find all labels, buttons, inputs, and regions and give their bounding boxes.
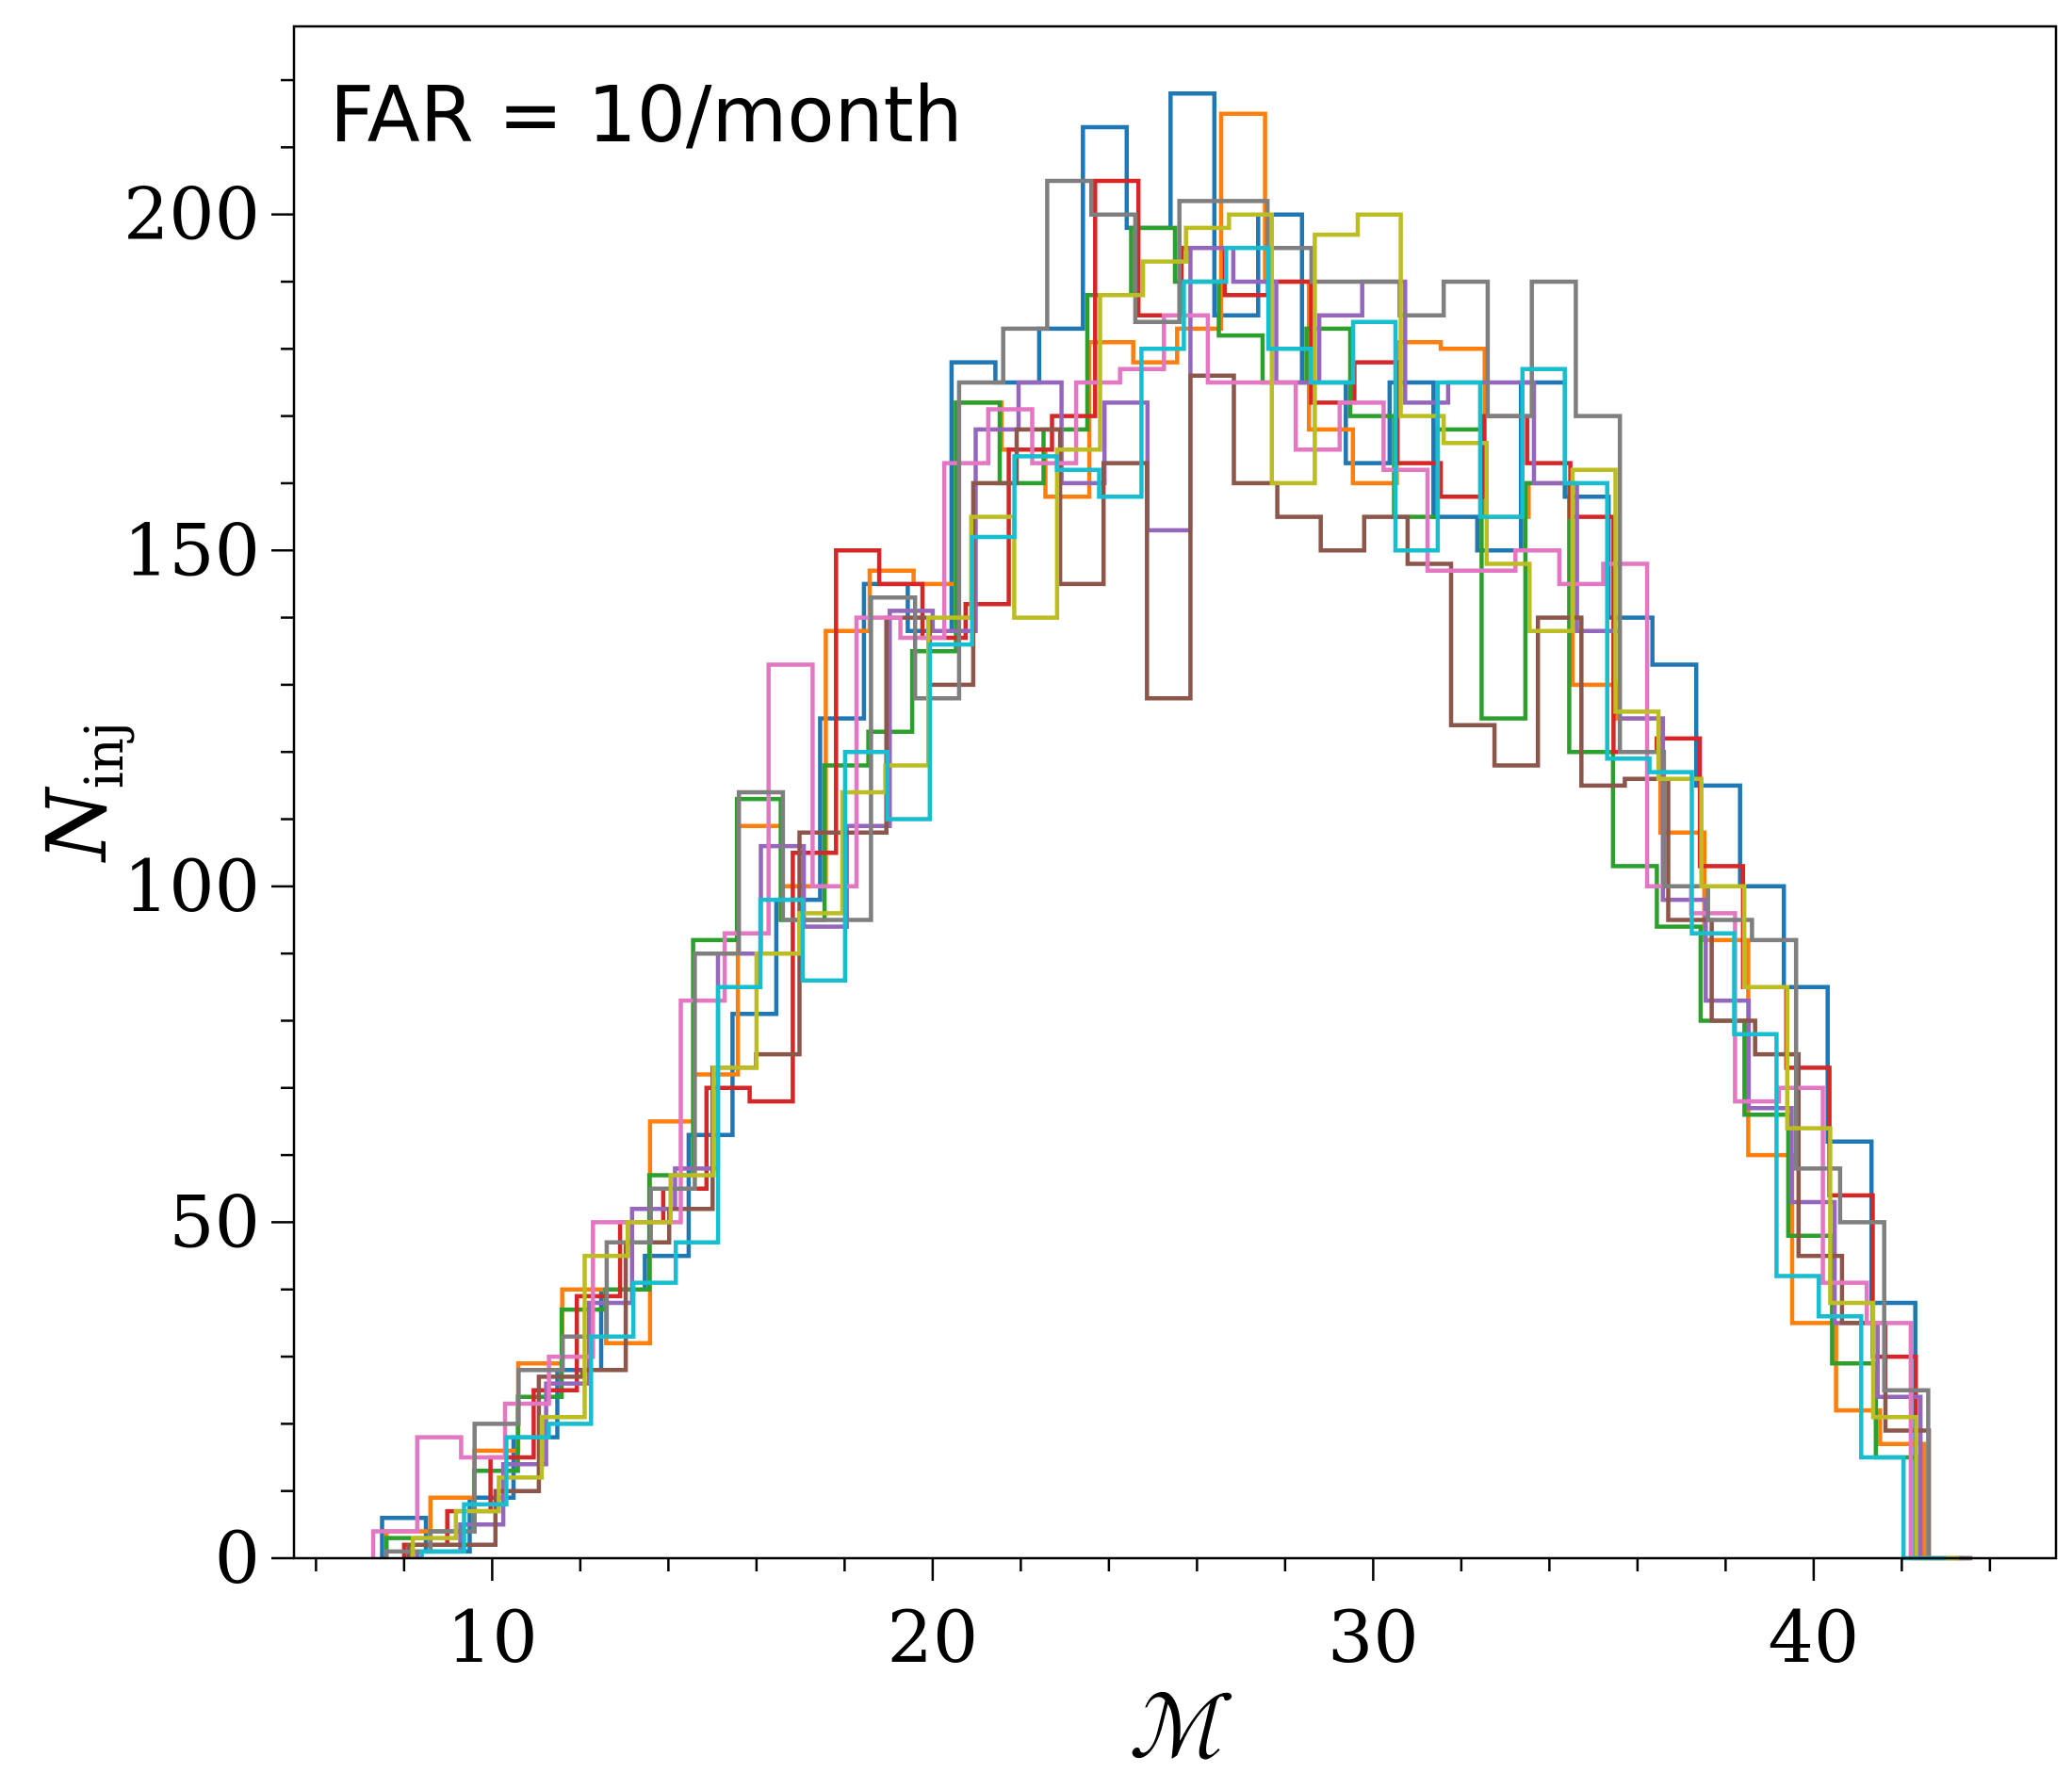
histogram-series-10: [419, 246, 1947, 1561]
series-layer: [370, 91, 1973, 1561]
ticks-layer: 10 20 30 40 0 50 100 150 200: [123, 78, 1992, 1679]
histogram-series-3: [383, 225, 1964, 1561]
far-annotation: FAR = 10/month: [330, 71, 963, 160]
y-tick-label: 100: [123, 844, 260, 928]
y-axis-label-subscript: inj: [74, 722, 136, 789]
x-axis-label: ℳ: [1129, 1677, 1232, 1778]
histogram-series-2: [383, 111, 1968, 1561]
y-tick-label: 200: [123, 172, 260, 256]
x-tick-label: 10: [447, 1595, 538, 1679]
y-tick-label: 0: [215, 1516, 260, 1600]
histogram-series-9: [410, 212, 1960, 1561]
plot-frame: [292, 24, 2058, 1560]
x-tick-label: 40: [1769, 1595, 1860, 1679]
y-tick-label: 50: [169, 1179, 260, 1263]
y-tick-label: 150: [123, 508, 260, 592]
y-axis-label-main: N: [28, 786, 125, 863]
x-tick-label: 20: [888, 1595, 979, 1679]
x-tick-label: 30: [1328, 1595, 1419, 1679]
y-axis-label: Ninj: [28, 722, 136, 863]
